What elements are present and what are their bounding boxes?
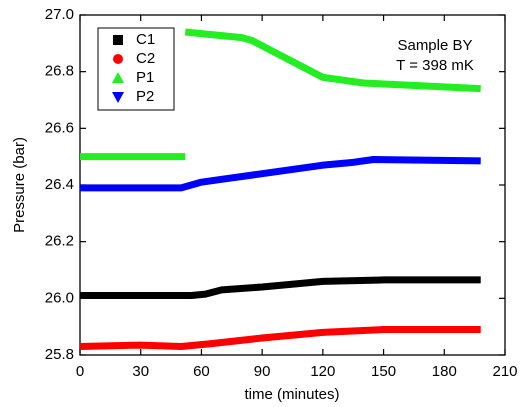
x-tick-label: 210 — [492, 363, 517, 380]
y-tick-label: 26.0 — [45, 289, 74, 306]
legend-label: P1 — [136, 69, 154, 86]
legend-label: C2 — [136, 50, 155, 67]
x-tick-label: 90 — [254, 363, 271, 380]
y-tick-label: 26.2 — [45, 233, 74, 250]
legend-label: C1 — [136, 31, 155, 48]
x-tick-label: 120 — [310, 363, 335, 380]
y-tick-label: 26.8 — [45, 63, 74, 80]
x-axis-label: time (minutes) — [244, 386, 339, 403]
x-tick-label: 60 — [193, 363, 210, 380]
legend-marker — [112, 72, 124, 83]
series-line — [80, 156, 481, 192]
x-tick-label: 0 — [76, 363, 84, 380]
x-tick-label: 30 — [132, 363, 149, 380]
legend-marker — [112, 92, 124, 103]
legend-box — [97, 27, 175, 111]
series-line — [79, 326, 481, 350]
y-axis-label: Pressure (bar) — [11, 137, 28, 233]
legend-label: P2 — [136, 88, 154, 105]
legend-marker — [113, 35, 123, 45]
y-tick-label: 27.0 — [45, 6, 74, 23]
x-tick-label: 180 — [432, 363, 457, 380]
legend-marker — [113, 54, 123, 64]
y-tick-label: 25.8 — [45, 346, 74, 363]
y-tick-label: 26.4 — [45, 176, 74, 193]
annotation: T = 398 mK — [396, 57, 474, 74]
annotation: Sample BY — [397, 37, 472, 54]
y-tick-label: 26.6 — [45, 119, 74, 136]
x-tick-label: 150 — [371, 363, 396, 380]
series-line — [80, 276, 481, 299]
series-line — [80, 28, 481, 161]
